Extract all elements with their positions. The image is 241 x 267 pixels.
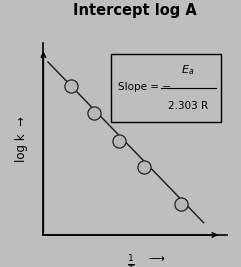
Text: log k  →: log k → — [15, 116, 28, 162]
Text: Intercept log A: Intercept log A — [73, 3, 197, 18]
Point — [69, 84, 73, 89]
Point — [117, 139, 121, 143]
Text: $E_a$: $E_a$ — [181, 63, 195, 77]
Point — [142, 165, 146, 169]
FancyBboxPatch shape — [111, 54, 221, 121]
Point — [92, 111, 96, 115]
Text: Slope = −: Slope = − — [119, 82, 172, 92]
Text: $\frac{1}{T}$: $\frac{1}{T}$ — [127, 254, 135, 267]
Point — [179, 201, 183, 206]
Text: 2.303 R: 2.303 R — [168, 101, 208, 111]
Text: $\longrightarrow$: $\longrightarrow$ — [146, 253, 166, 263]
